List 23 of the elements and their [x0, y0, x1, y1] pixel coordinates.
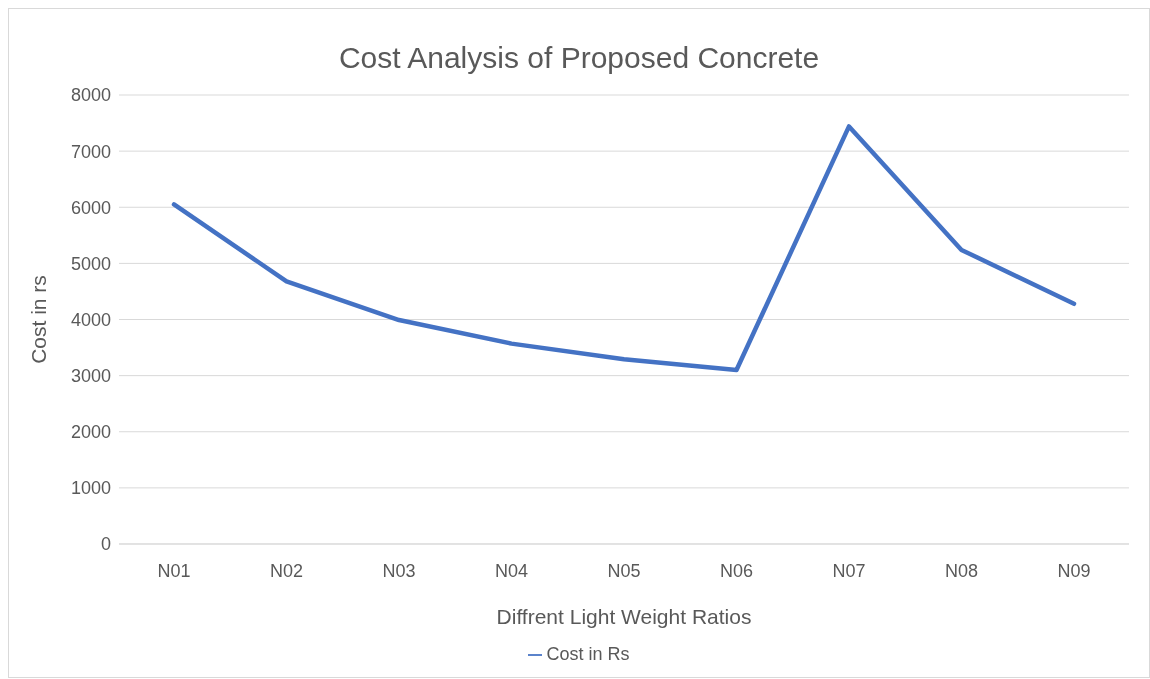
x-tick-label: N06 — [719, 560, 754, 581]
y-tick-label: 7000 — [70, 141, 111, 162]
y-tick-label: 3000 — [70, 366, 111, 387]
x-tick-label: N02 — [269, 560, 304, 581]
line-series — [171, 124, 1077, 373]
x-tick-label: N07 — [832, 560, 866, 581]
y-tick-label: 0 — [100, 534, 111, 555]
y-tick-label: 5000 — [70, 253, 111, 274]
y-tick-label: 1000 — [70, 478, 111, 499]
y-tick-label: 4000 — [70, 309, 111, 330]
x-tick-label: N05 — [607, 560, 641, 581]
y-tick-label: 6000 — [70, 197, 111, 218]
y-tick-label: 2000 — [70, 422, 111, 443]
x-tick-label: N04 — [494, 560, 529, 581]
chart-title: Cost Analysis of Proposed Concrete — [337, 40, 821, 76]
y-tick-label: 8000 — [70, 85, 111, 106]
y-axis-title: Cost in rs — [27, 275, 51, 364]
x-tick-label: N08 — [944, 560, 979, 581]
x-axis-title: Diffrent Light Weight Ratios — [496, 605, 752, 628]
x-tick-label: N03 — [382, 560, 416, 581]
x-tick-label: N01 — [157, 560, 191, 581]
x-tick-label: N09 — [1057, 560, 1091, 581]
legend-label: Cost in Rs — [546, 644, 630, 664]
